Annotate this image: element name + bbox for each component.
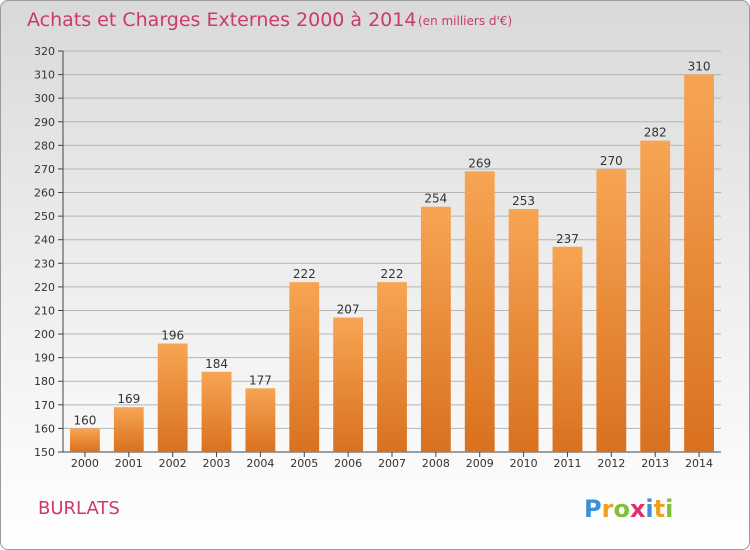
- y-tick-label: 320: [34, 45, 55, 58]
- bar-2004: [245, 388, 276, 452]
- bar-2010: [508, 209, 539, 452]
- data-label-2002: 196: [161, 328, 184, 342]
- x-tick-label: 2009: [466, 457, 494, 470]
- y-tick-label: 240: [34, 234, 55, 247]
- x-tick-label: 2005: [290, 457, 318, 470]
- y-tick-label: 170: [34, 399, 55, 412]
- logo-letter: o: [613, 495, 630, 523]
- y-tick-label: 180: [34, 375, 55, 388]
- data-label-2003: 184: [205, 357, 228, 371]
- y-tick-label: 300: [34, 92, 55, 105]
- x-tick-label: 2002: [159, 457, 187, 470]
- y-tick-label: 200: [34, 328, 55, 341]
- x-tick-label: 2012: [597, 457, 625, 470]
- data-label-2011: 237: [556, 232, 579, 246]
- data-label-2004: 177: [249, 373, 272, 387]
- chart-title: Achats et Charges Externes 2000 à 2014: [27, 9, 416, 31]
- x-tick-label: 2000: [71, 457, 99, 470]
- y-tick-label: 290: [34, 116, 55, 129]
- y-tick-label: 270: [34, 163, 55, 176]
- y-tick-label: 310: [34, 69, 55, 82]
- x-tick-label: 2011: [553, 457, 581, 470]
- y-tick-label: 220: [34, 281, 55, 294]
- y-tick-label: 190: [34, 352, 55, 365]
- x-tick-label: 2004: [246, 457, 274, 470]
- data-label-2010: 253: [512, 194, 535, 208]
- x-tick-label: 2007: [378, 457, 406, 470]
- data-label-2009: 269: [468, 156, 491, 170]
- bar-2008: [420, 206, 451, 452]
- chart-unit: (en milliers d'€): [418, 14, 512, 28]
- data-label-2001: 169: [117, 392, 140, 406]
- x-tick-label: 2008: [422, 457, 450, 470]
- data-label-2014: 310: [688, 60, 711, 74]
- bar-2006: [333, 317, 364, 452]
- bar-2014: [684, 74, 714, 453]
- place-name: BURLATS: [38, 498, 120, 519]
- logo-letter: i: [665, 495, 673, 523]
- bar-2002: [157, 343, 188, 452]
- data-label-2008: 254: [424, 192, 447, 206]
- bar-2012: [596, 168, 627, 453]
- x-tick-label: 2010: [510, 457, 538, 470]
- data-label-2013: 282: [644, 126, 667, 140]
- data-label-2007: 222: [381, 267, 404, 281]
- x-tick-label: 2013: [641, 457, 669, 470]
- x-tick-label: 2003: [203, 457, 231, 470]
- data-label-2006: 207: [337, 303, 360, 317]
- bar-2013: [640, 140, 671, 452]
- logo-letter: P: [584, 495, 602, 523]
- y-tick-label: 150: [34, 446, 55, 459]
- x-tick-label: 2014: [685, 457, 713, 470]
- y-tick-label: 260: [34, 187, 55, 200]
- axes: 150 160 170 180 190 200 210 220 230 240 250 260 270 2…: [34, 45, 721, 470]
- bar-2001: [113, 407, 144, 452]
- bar-2007: [377, 282, 407, 452]
- bar-2005: [289, 282, 320, 452]
- bar-2009: [464, 171, 495, 453]
- data-label-2005: 222: [293, 267, 316, 281]
- y-tick-label: 250: [34, 210, 55, 223]
- y-tick-label: 280: [34, 139, 55, 152]
- y-tick-label: 230: [34, 257, 55, 270]
- y-tick-label: 210: [34, 304, 55, 317]
- bar-2003: [201, 371, 232, 452]
- logo-letter: r: [602, 495, 614, 523]
- logo-letter: i: [645, 495, 653, 523]
- bar-2000: [70, 428, 100, 452]
- data-label-2012: 270: [600, 154, 623, 168]
- data-label-2000: 160: [73, 413, 96, 427]
- logo-letter: t: [654, 495, 665, 523]
- bars: [70, 74, 714, 453]
- data-labels: 160 169 196 184 177 222 207 222 254 269 253 237 270 2…: [73, 60, 710, 428]
- bar-2011: [552, 246, 583, 452]
- x-tick-label: 2001: [115, 457, 143, 470]
- y-tick-label: 160: [34, 422, 55, 435]
- logo-letter: x: [630, 495, 646, 523]
- x-tick-label: 2006: [334, 457, 362, 470]
- proxiti-logo: Proxiti: [584, 495, 673, 523]
